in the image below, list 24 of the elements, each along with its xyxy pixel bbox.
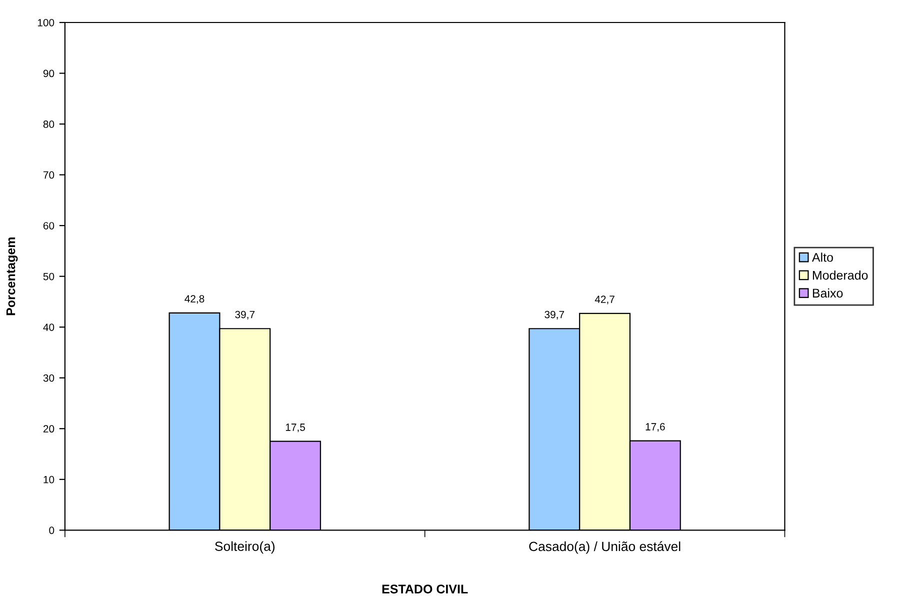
y-tick-label: 0	[49, 526, 54, 534]
data-label: 39,7	[544, 310, 564, 320]
y-tick-label: 90	[43, 70, 54, 78]
y-tick-label: 60	[43, 222, 54, 230]
y-tick-label: 80	[43, 120, 54, 128]
y-tick-label: 30	[43, 374, 54, 382]
y-tick-label: 10	[44, 476, 54, 484]
y-tick-label: 50	[43, 272, 54, 280]
data-label: 42,7	[594, 296, 614, 304]
y-tick-label: 20	[43, 425, 54, 433]
legend-label: Baixo	[812, 288, 843, 298]
data-label: 17,6	[646, 423, 665, 432]
data-label: 17,5	[286, 424, 305, 432]
x-tick-label: Casado(a) / União estável	[529, 541, 680, 554]
legend-label: Alto	[812, 252, 833, 262]
y-tick-label: 100	[38, 18, 54, 26]
y-tick-label: 40	[43, 324, 54, 331]
data-label: 39,7	[235, 310, 255, 320]
legend-label: Moderado	[812, 270, 868, 280]
x-axis-title: ESTADO CIVIL	[382, 584, 468, 594]
data-label: 42,8	[184, 295, 204, 304]
y-axis-title: Porcentagem	[6, 238, 18, 316]
x-tick-label: Solteiro(a)	[215, 541, 275, 554]
y-tick-label: 70	[43, 171, 54, 179]
